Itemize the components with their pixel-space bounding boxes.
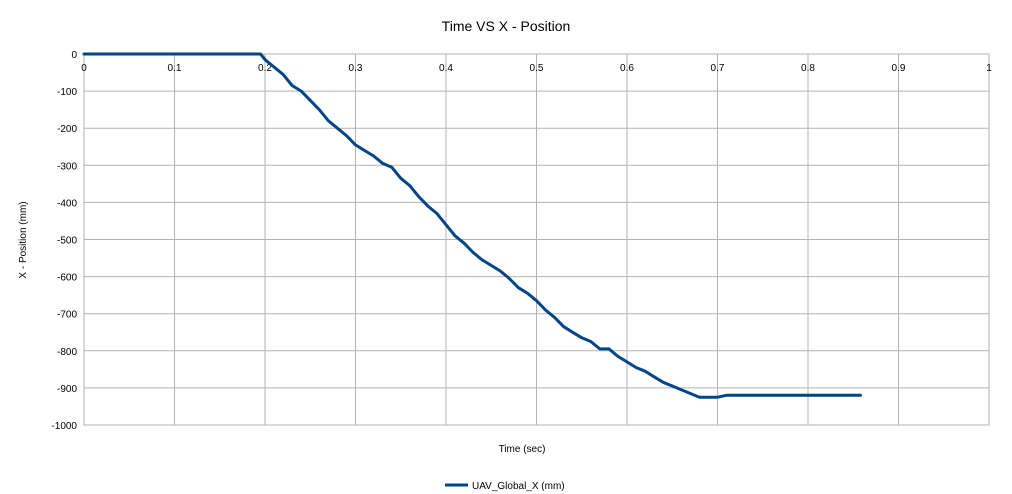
x-tick-label: 0.9	[892, 63, 906, 74]
x-tick-label: 0.3	[349, 63, 363, 74]
y-tick-label: -600	[57, 273, 77, 284]
y-tick-labels: 0 -100 -200 -300 -400 -500 -600 -700 -800 -900 -10…	[51, 50, 77, 432]
y-tick-label: -400	[57, 198, 77, 209]
y-tick-label: -700	[57, 310, 77, 321]
y-tick-label: 0	[71, 50, 77, 61]
x-tick-labels: 0 0.1 0.2 0.3 0.4 0.5 0.6 0.7 0.8 0.9 1	[81, 63, 992, 74]
x-tick-label: 0	[81, 63, 87, 74]
y-tick-label: -100	[57, 87, 77, 98]
x-tick-label: 0.2	[258, 63, 272, 74]
chart-title: Time VS X - Position	[442, 18, 571, 34]
y-tick-label: -900	[57, 384, 77, 395]
x-tick-label: 0.7	[711, 63, 725, 74]
plot-area-border	[83, 53, 990, 426]
series-line	[82, 52, 862, 399]
y-tick-label: -800	[57, 347, 77, 358]
x-tick-label: 0.8	[801, 63, 815, 74]
grid-lines	[83, 53, 990, 426]
y-tick-label: -200	[57, 124, 77, 135]
x-tick-label: 0.6	[620, 63, 634, 74]
x-tick-label: 0.5	[530, 63, 544, 74]
series-layer	[82, 52, 862, 399]
x-tick-label: 0.4	[439, 63, 453, 74]
x-tick-label: 0.1	[168, 63, 182, 74]
y-tick-label: -300	[57, 161, 77, 172]
y-axis-title: X - Position (mm)	[18, 201, 29, 278]
legend-label: UAV_Global_X (mm)	[472, 481, 565, 492]
y-tick-label: -500	[57, 236, 77, 247]
x-axis-title: Time (sec)	[499, 444, 546, 455]
legend: UAV_Global_X (mm)	[445, 481, 565, 492]
y-tick-label: -1000	[51, 421, 77, 432]
x-tick-label: 1	[986, 63, 992, 74]
